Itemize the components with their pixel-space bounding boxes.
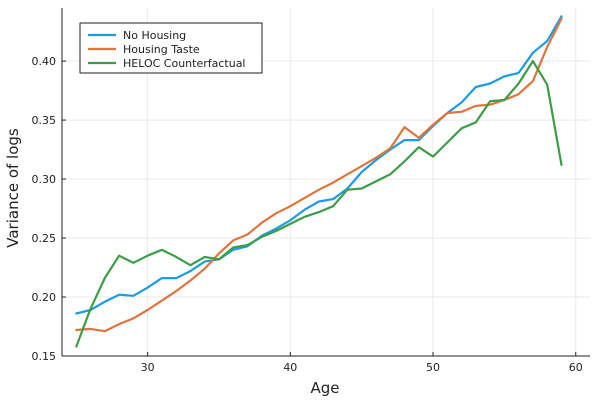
x-tick-label: 30 xyxy=(141,361,155,374)
y-tick-label: 0.30 xyxy=(32,173,57,186)
y-tick-label: 0.25 xyxy=(32,232,57,245)
series-line-heloc-counterfactual xyxy=(75,59,563,348)
y-axis-title: Variance of logs xyxy=(4,128,22,248)
series-lines xyxy=(75,15,563,348)
y-tick-labels: 0.15 0.20 0.25 0.30 0.35 0.40 xyxy=(32,55,57,363)
y-tick-label: 0.40 xyxy=(32,55,57,68)
x-tick-label: 50 xyxy=(426,361,440,374)
axes xyxy=(61,8,590,357)
x-tick-labels: 30 40 50 60 xyxy=(141,361,583,374)
y-tick-label: 0.20 xyxy=(32,291,57,304)
y-tick-label: 0.35 xyxy=(32,114,57,127)
y-tick-label: 0.15 xyxy=(32,350,57,363)
legend-label-housing-taste: Housing Taste xyxy=(123,43,200,56)
series-line-housing-taste xyxy=(75,17,563,333)
x-tick-label: 40 xyxy=(283,361,297,374)
x-axis-title: Age xyxy=(310,379,339,397)
legend-label-no-housing: No Housing xyxy=(123,29,186,42)
legend-label-heloc-counterfactual: HELOC Counterfactual xyxy=(123,57,246,70)
x-tick-label: 60 xyxy=(569,361,583,374)
series-line-no-housing xyxy=(75,15,563,315)
